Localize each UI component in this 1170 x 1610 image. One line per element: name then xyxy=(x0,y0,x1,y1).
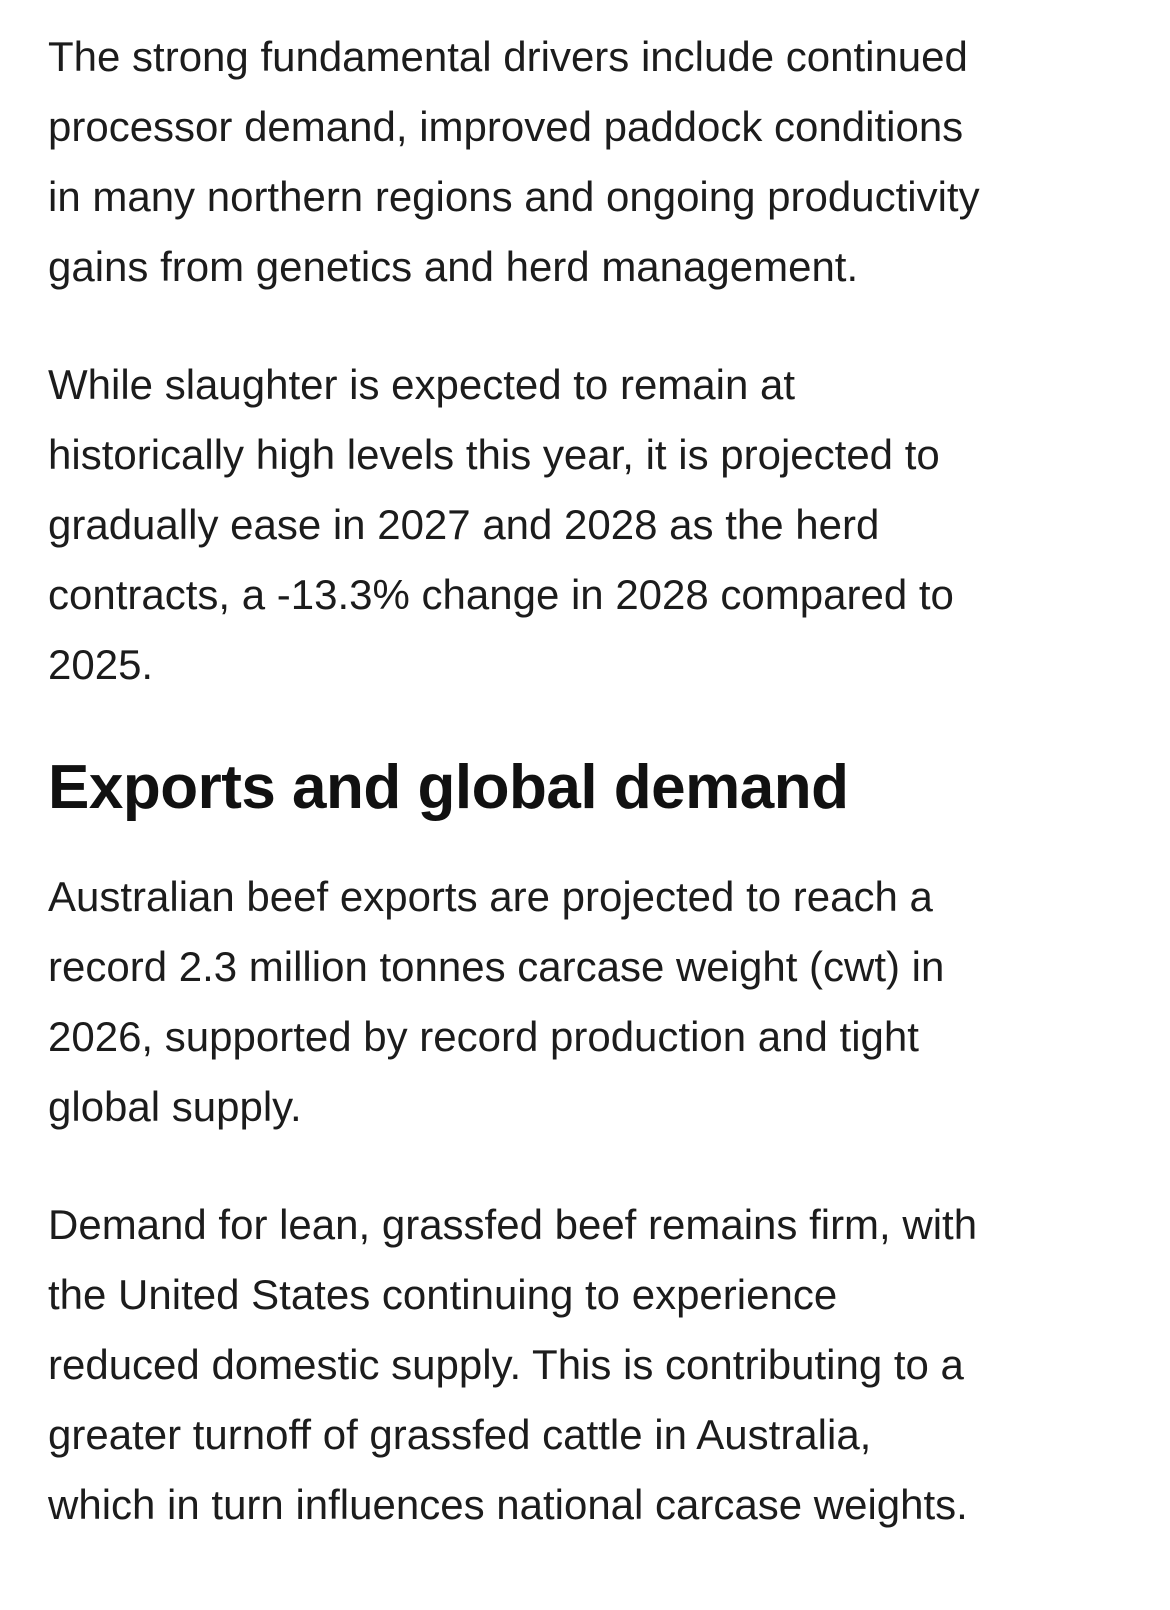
paragraph-demand: Demand for lean, grassfed beef remains f… xyxy=(48,1190,1150,1540)
text-line: reduced domestic supply. This is contrib… xyxy=(48,1341,964,1388)
paragraph-slaughter: While slaughter is expected to remain at… xyxy=(48,350,1150,700)
text-line: 2026, supported by record production and… xyxy=(48,1013,919,1060)
text-line: gains from genetics and herd management. xyxy=(48,243,859,290)
text-line: Australian beef exports are projected to… xyxy=(48,873,933,920)
text-line: greater turnoff of grassfed cattle in Au… xyxy=(48,1411,872,1458)
text-line: The strong fundamental drivers include c… xyxy=(48,33,968,80)
text-line: gradually ease in 2027 and 2028 as the h… xyxy=(48,501,880,548)
section-heading: Exports and global demand xyxy=(48,753,849,822)
text-line: 2025. xyxy=(48,641,154,688)
text-line: historically high levels this year, it i… xyxy=(48,431,940,478)
text-line: While slaughter is expected to remain at xyxy=(48,361,796,408)
article-body: The strong fundamental drivers include c… xyxy=(48,22,1150,1588)
text-line: processor demand, improved paddock condi… xyxy=(48,103,964,150)
text-line: record 2.3 million tonnes carcase weight… xyxy=(48,943,945,990)
text-line: contracts, a -13.3% change in 2028 compa… xyxy=(48,571,954,618)
text-line: in many northern regions and ongoing pro… xyxy=(48,173,980,220)
text-line: global supply. xyxy=(48,1083,302,1130)
text-line: which in turn influences national carcas… xyxy=(48,1481,968,1528)
text-line: the United States continuing to experien… xyxy=(48,1271,838,1318)
text-line: Demand for lean, grassfed beef remains f… xyxy=(48,1201,978,1248)
paragraph-fundamental-drivers: The strong fundamental drivers include c… xyxy=(48,22,1150,302)
paragraph-exports: Australian beef exports are projected to… xyxy=(48,862,1150,1142)
